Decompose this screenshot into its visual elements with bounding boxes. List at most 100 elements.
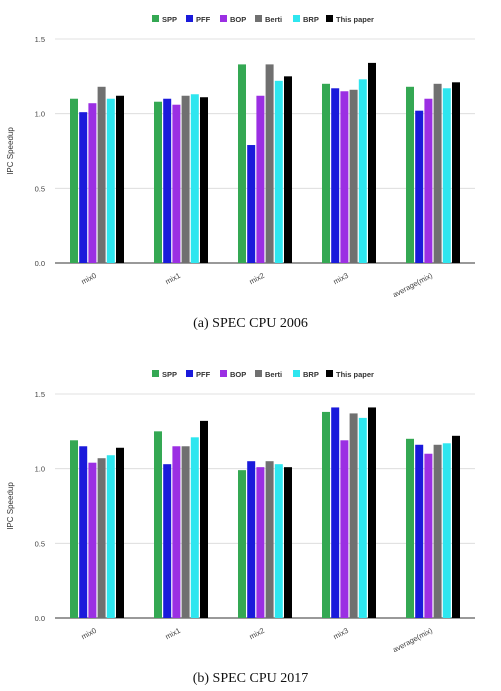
x-tick-label: mix1 <box>164 271 182 286</box>
legend-swatch-5 <box>326 370 333 377</box>
bar-brp-mix2 <box>274 464 283 618</box>
bar-berti-mix3 <box>349 413 358 618</box>
bar-brp-mix1 <box>190 94 199 264</box>
legend-label-2: BOP <box>230 370 246 379</box>
bar-this-paper-average(mix) <box>452 435 460 618</box>
bar-pff-mix1 <box>163 98 172 263</box>
bar-bop-average(mix) <box>424 453 433 618</box>
legend-label-1: PFF <box>196 15 211 24</box>
legend-swatch-2 <box>220 15 227 22</box>
y-axis-label: IPC Speedup <box>6 127 15 175</box>
bar-berti-mix1 <box>181 95 190 263</box>
bar-brp-mix1 <box>190 437 199 618</box>
bar-pff-average(mix) <box>415 444 424 618</box>
y-tick-label: 0.5 <box>35 184 45 193</box>
x-tick-label: mix2 <box>248 626 266 641</box>
bar-bop-mix3 <box>340 440 349 618</box>
bar-this-paper-mix2 <box>284 76 292 263</box>
bar-pff-average(mix) <box>415 110 424 264</box>
bar-bop-mix0 <box>88 462 97 618</box>
legend-label-3: Berti <box>265 370 282 379</box>
chart-panel-a: SPP PFF BOP Berti BRP This paper 0.0 0.5 1.0 1.5 I… <box>0 0 501 345</box>
bar-pff-mix2 <box>247 145 256 263</box>
legend-label-4: BRP <box>303 15 319 24</box>
legend-swatch-4 <box>293 370 300 377</box>
bar-brp-average(mix) <box>442 443 451 618</box>
x-tick-label: mix2 <box>248 271 266 286</box>
y-tick-label: 0.0 <box>35 614 45 623</box>
legend-swatch-4 <box>293 15 300 22</box>
bar-pff-mix0 <box>79 112 88 263</box>
x-tick-label: average(mix) <box>391 626 434 655</box>
bar-brp-mix0 <box>106 455 115 618</box>
bar-brp-mix3 <box>358 417 367 618</box>
bar-this-paper-mix3 <box>368 407 376 618</box>
bar-chart-b: SPP PFF BOP Berti BRP This paper 0.0 0.5 1.0 1.5 I… <box>6 370 475 655</box>
bar-berti-average(mix) <box>433 444 442 618</box>
legend-label-0: SPP <box>162 370 177 379</box>
legend-label-5: This paper <box>336 15 374 24</box>
bar-spp-mix0 <box>70 98 78 263</box>
bar-bop-mix1 <box>172 104 181 263</box>
bar-brp-average(mix) <box>442 88 451 263</box>
chart-caption-a: (a) SPEC CPU 2006 <box>193 316 308 331</box>
legend-swatch-5 <box>326 15 333 22</box>
bar-bop-mix2 <box>256 95 265 263</box>
bar-pff-mix3 <box>331 88 340 263</box>
legend-swatch-1 <box>186 370 193 377</box>
bar-this-paper-average(mix) <box>452 82 460 263</box>
legend-swatch-2 <box>220 370 227 377</box>
legend-swatch-0 <box>152 15 159 22</box>
y-tick-label: 1.5 <box>35 35 45 44</box>
legend-label-2: BOP <box>230 15 246 24</box>
bar-brp-mix2 <box>274 80 283 264</box>
bar-spp-mix0 <box>70 440 78 618</box>
x-tick-label: mix0 <box>80 271 98 286</box>
bar-pff-mix2 <box>247 461 256 618</box>
bar-bop-mix2 <box>256 467 265 618</box>
x-tick-label: mix1 <box>164 626 182 641</box>
bar-pff-mix1 <box>163 464 172 618</box>
bar-spp-average(mix) <box>406 86 414 263</box>
bar-this-paper-mix1 <box>200 420 208 618</box>
bar-bop-mix0 <box>88 103 97 263</box>
bar-berti-mix3 <box>349 89 358 263</box>
y-axis-label: IPC Speedup <box>6 482 15 530</box>
x-tick-label: mix3 <box>332 271 350 286</box>
bar-spp-mix3 <box>322 83 330 263</box>
y-tick-label: 1.0 <box>35 465 45 474</box>
bar-this-paper-mix1 <box>200 97 208 264</box>
bar-berti-mix1 <box>181 446 190 618</box>
bar-spp-mix3 <box>322 411 330 618</box>
legend-swatch-0 <box>152 370 159 377</box>
y-tick-label: 1.5 <box>35 390 45 399</box>
bar-spp-mix1 <box>154 101 162 263</box>
y-tick-label: 0.0 <box>35 259 45 268</box>
bar-this-paper-mix2 <box>284 467 292 618</box>
bar-this-paper-mix0 <box>116 95 124 263</box>
legend-label-0: SPP <box>162 15 177 24</box>
legend-label-1: PFF <box>196 370 211 379</box>
y-tick-label: 0.5 <box>35 539 45 548</box>
bar-brp-mix0 <box>106 98 115 263</box>
legend-label-4: BRP <box>303 370 319 379</box>
bar-brp-mix3 <box>358 79 367 263</box>
bar-bop-average(mix) <box>424 98 433 263</box>
bar-spp-mix2 <box>238 470 246 618</box>
y-tick-label: 1.0 <box>35 110 45 119</box>
chart-caption-b: (b) SPEC CPU 2017 <box>192 671 309 686</box>
bar-berti-mix0 <box>97 458 106 618</box>
chart-panel-b: SPP PFF BOP Berti BRP This paper 0.0 0.5 1.0 1.5 I… <box>0 355 501 691</box>
bar-spp-mix1 <box>154 431 162 618</box>
bar-this-paper-mix0 <box>116 447 124 618</box>
bar-berti-mix2 <box>265 461 274 618</box>
legend-label-5: This paper <box>336 370 374 379</box>
bar-this-paper-mix3 <box>368 62 376 263</box>
legend-swatch-3 <box>255 15 262 22</box>
legend-label-3: Berti <box>265 15 282 24</box>
bar-berti-average(mix) <box>433 83 442 263</box>
x-tick-label: average(mix) <box>391 271 434 300</box>
x-tick-label: mix3 <box>332 626 350 641</box>
bar-chart-a: SPP PFF BOP Berti BRP This paper 0.0 0.5 1.0 1.5 I… <box>6 15 475 300</box>
bar-berti-mix0 <box>97 86 106 263</box>
